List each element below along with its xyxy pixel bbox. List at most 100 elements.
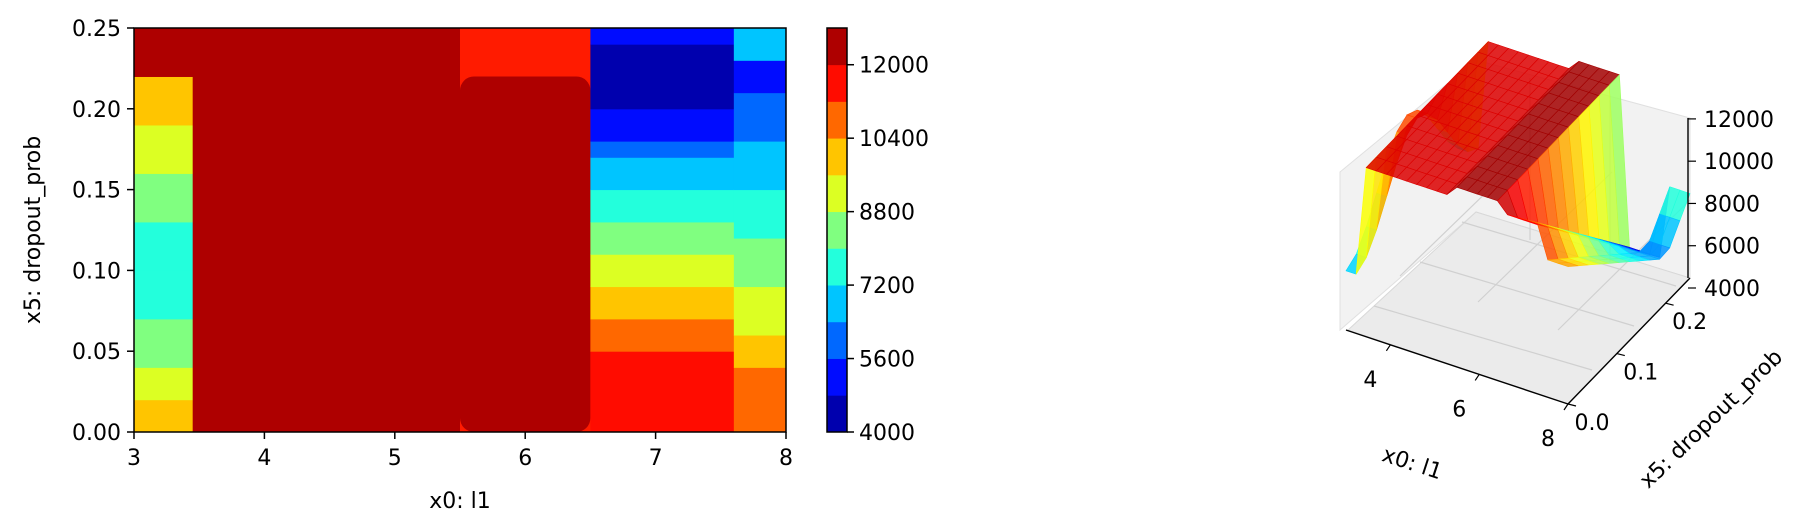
contour-y-axis: 0.00 0.05 0.10 0.15 0.20 0.25	[72, 17, 134, 446]
colorbar-band	[827, 174, 847, 213]
contour-frame	[133, 27, 787, 433]
contour-band	[590, 254, 735, 288]
surface-x-tick-mark	[1474, 374, 1480, 381]
contour-band	[733, 60, 786, 94]
contour-band	[733, 28, 786, 61]
contour-band	[733, 189, 786, 239]
contour-band	[590, 189, 735, 223]
colorbar-ticks: 4000 5600 7200 8800 10400 12000	[847, 54, 929, 446]
contour-band	[590, 286, 735, 320]
colorbar-band	[827, 211, 847, 249]
surface-y-axis-line	[1567, 277, 1691, 405]
surface-z-ticks: 4000 6000 8000 10000 12000	[1688, 108, 1774, 302]
colorbar-band	[827, 321, 847, 359]
colorbar-band	[827, 248, 847, 286]
colorbar-band	[827, 285, 847, 323]
y-tick-label: 0.05	[72, 340, 121, 365]
surface-y-tick-mark	[1616, 353, 1625, 357]
grid-line	[1373, 305, 1593, 371]
surface-x-ticks: 4 6 8	[1363, 344, 1569, 452]
surface-y-tick-mark	[1567, 403, 1577, 407]
grid-line	[1419, 261, 1635, 327]
x-tick-label: 8	[779, 446, 793, 471]
surface-x-axis-label: x0: l1	[1379, 442, 1445, 485]
x-tick-label: 6	[518, 446, 532, 471]
contour-band	[733, 238, 786, 288]
contour-band	[134, 28, 194, 77]
contour-band	[134, 367, 194, 401]
y-tick-label: 0.15	[72, 179, 121, 204]
contour-band	[590, 108, 735, 142]
colorbar-tick-label: 5600	[859, 348, 915, 373]
colorbar-band	[827, 358, 847, 396]
contour-band	[590, 318, 735, 352]
colorbar-tick-label: 7200	[859, 274, 915, 299]
surface-z-tick-label: 6000	[1704, 235, 1760, 260]
contour-band	[590, 141, 735, 158]
colorbar-band	[827, 64, 847, 102]
surface-y-tick-label: 0.1	[1623, 361, 1658, 386]
contour-band	[134, 124, 194, 174]
contour-band	[134, 270, 194, 320]
colorbar-band	[827, 395, 847, 433]
colorbar-tick-label: 12000	[859, 54, 929, 79]
contour-band	[134, 76, 194, 126]
contour-band	[590, 221, 735, 255]
y-tick-label: 0.20	[72, 98, 121, 123]
contour-regions	[134, 28, 786, 432]
contour-band	[733, 141, 786, 191]
y-tick-label: 0.00	[72, 421, 121, 446]
contour-y-axis-label: x5: dropout_prob	[21, 136, 46, 324]
colorbar-band	[827, 138, 847, 176]
surface-x-tick-mark	[1563, 403, 1569, 411]
colorbar-tick-label: 8800	[859, 201, 915, 226]
contour-band	[192, 28, 460, 432]
surface-y-ticks: 0.0 0.1 0.2	[1567, 302, 1707, 436]
colorbar-tick-label: 4000	[859, 421, 915, 446]
x-tick-label: 7	[649, 446, 663, 471]
surface-y-tick-label: 0.2	[1672, 310, 1707, 335]
surface-x-tick-label: 6	[1452, 397, 1466, 422]
contour-band	[134, 318, 194, 368]
colorbar: 4000 5600 7200 8800 10400 12000	[826, 27, 929, 446]
contour-band	[733, 335, 786, 368]
contour-band	[733, 92, 786, 142]
x-tick-label: 3	[127, 446, 141, 471]
surface-x-tick-label: 4	[1363, 368, 1377, 393]
surface-x-tick-label: 8	[1541, 427, 1555, 452]
colorbar-bands	[827, 28, 847, 433]
surface-facet	[1557, 262, 1579, 267]
contour-band	[134, 221, 194, 271]
surface-y-tick-mark	[1665, 302, 1674, 306]
surface-chart: 4 6 8 0.0 0.1 0.2 4000 6000 8000 10000 12000 x0:…	[1339, 40, 1788, 494]
contour-band	[134, 399, 194, 432]
surface-z-tick-label: 8000	[1704, 192, 1760, 217]
colorbar-frame	[826, 27, 848, 433]
colorbar-band	[827, 28, 847, 66]
surface-y-tick-label: 0.0	[1575, 411, 1610, 436]
surface-x-tick-mark	[1385, 344, 1391, 352]
contour-x-axis-label: x0: l1	[429, 489, 491, 514]
surface-z-tick-label: 10000	[1704, 150, 1774, 175]
contour-band	[460, 76, 591, 432]
contour-band	[134, 173, 194, 223]
colorbar-band	[827, 101, 847, 139]
surface-z-tick-label: 4000	[1704, 277, 1760, 302]
surface-x-axis-line	[1345, 329, 1569, 405]
contour-band	[733, 286, 786, 336]
x-tick-label: 5	[388, 446, 402, 471]
surface-z-tick-label: 12000	[1704, 108, 1774, 133]
contour-band	[590, 351, 735, 432]
colorbar-tick-label: 10400	[859, 127, 929, 152]
surface-mesh	[1345, 40, 1691, 275]
y-tick-label: 0.10	[72, 259, 121, 284]
contour-band	[590, 44, 735, 110]
contour-band	[590, 157, 735, 191]
contour-band	[733, 367, 786, 432]
contour-band	[590, 28, 735, 45]
surface-axes	[1345, 118, 1691, 405]
contour-x-axis: 3 4 5 6 7 8	[127, 432, 793, 471]
contour-chart: 3 4 5 6 7 8 0.00 0.05 0.10 0.15 0.20 0.25 x0: l1 x…	[21, 17, 793, 514]
y-tick-label: 0.25	[72, 17, 121, 42]
